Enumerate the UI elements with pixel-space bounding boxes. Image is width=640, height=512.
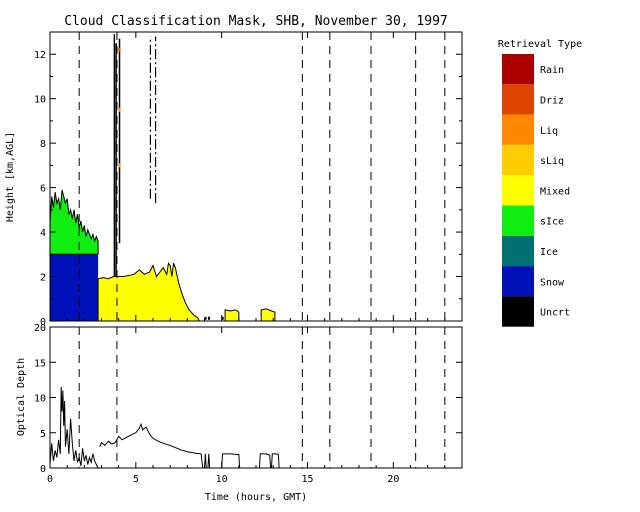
x-axis-label: Time (hours, GMT) [205,492,307,503]
optical-depth-line [204,453,207,469]
bottom-x-tick-label: 15 [301,474,313,485]
mixed-speck [221,316,224,320]
legend-title: Retrieval Type [498,39,582,50]
optical-depth-line [207,453,211,469]
legend-swatch-rain [502,54,534,85]
top-y-tick-label: 2 [40,273,46,284]
legend-items: Rain Driz Liq sLiq Mixed sIce Ice Snow Uncrt [502,54,570,327]
legend-label-uncrt: Uncrt [540,308,570,319]
bottom-panel: 0 5 10 15 20 0 5 10 15 20 Optical Depth Time (hou… [16,323,463,503]
bottom-x-tick-label: 20 [387,474,399,485]
legend-swatch-sliq [502,144,534,176]
legend-label-sliq: sLiq [540,156,564,167]
bottom-x-tick-label: 10 [216,474,228,485]
snow-region [50,254,99,321]
bottom-plot-frame [49,326,463,469]
bottom-axes: 0 5 10 15 20 0 5 10 15 20 [34,323,462,485]
legend-label-snow: Snow [540,277,565,288]
chart-title: Cloud Classification Mask, SHB, November… [64,14,448,29]
legend-label-mixed: Mixed [540,186,570,197]
optical-depth-line [258,453,272,469]
mixed-speck [207,316,210,320]
legend-swatch-sice [502,205,534,236]
top-panel: 0 2 4 6 8 10 12 Height [km,AGL] [5,31,463,328]
liq-speck [118,107,121,112]
liq-speck [117,47,120,52]
legend-label-rain: Rain [540,65,564,76]
legend-swatch-snow [502,266,534,297]
optical-depth-line [270,453,280,469]
legend-swatch-mixed [502,175,534,206]
legend-swatch-ice [502,235,534,267]
mixed-region [224,309,240,322]
bottom-y-tick-label: 10 [34,394,46,405]
bottom-y-tick-label: 20 [34,323,46,334]
optical-depth-line [99,422,204,469]
legend-swatch-liq [502,114,534,145]
bottom-x-tick-label: 0 [47,474,53,485]
top-plot-area [49,32,446,322]
bottom-y-tick-label: 0 [40,464,46,475]
liq-speck [118,163,121,168]
top-y-tick-label: 8 [40,139,46,150]
optical-depth-line [49,386,99,469]
sice-region [49,189,99,255]
top-y-axis-label: Height [km,AGL] [5,132,16,222]
bottom-x-tick-label: 5 [133,474,139,485]
bottom-plot-area [49,327,446,469]
mixed-speck [204,316,207,320]
top-y-tick-label: 10 [34,95,46,106]
top-y-tick-label: 6 [40,184,46,195]
mixed-region [97,261,201,322]
optical-depth-line [221,453,241,469]
legend: Retrieval Type Rain Driz Liq sLiq Mixed sIce I… [498,39,582,327]
bottom-y-axis-label: Optical Depth [16,358,27,436]
legend-label-driz: Driz [540,95,564,106]
legend-label-ice: Ice [540,247,558,258]
bottom-y-tick-label: 15 [34,358,46,369]
legend-label-liq: Liq [540,126,558,137]
top-y-axis: 0 2 4 6 8 10 12 [34,32,462,328]
top-y-tick-label: 4 [40,228,46,239]
top-y-tick-label: 12 [34,50,46,61]
bottom-y-tick-label: 5 [40,429,46,440]
legend-label-sice: sIce [540,217,564,228]
legend-swatch-driz [502,84,534,115]
legend-swatch-uncrt [502,296,534,327]
top-y-tick-label: 0 [40,317,46,328]
